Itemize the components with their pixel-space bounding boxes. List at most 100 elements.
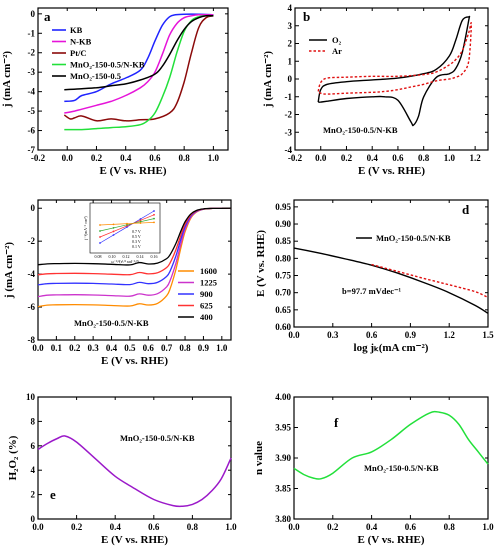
x-tick-label: 0.8 bbox=[187, 522, 199, 532]
panel-a: -0.2 0.0 0.2 0.4 0.6 0.8 1.0 -7 -6 -5 -4 -3 -2 -1 0 E (… bbox=[1, 7, 229, 177]
y-tick-label: 3.95 bbox=[275, 423, 291, 433]
y-axis-label: j (mA cm⁻²) bbox=[1, 51, 13, 108]
inset-x-tick-label: 0.10 bbox=[109, 254, 116, 259]
x-tick-label: -0.2 bbox=[31, 153, 46, 163]
inset-point bbox=[112, 223, 115, 226]
y-tick-label: -4 bbox=[28, 87, 36, 97]
y-tick-label: -3 bbox=[28, 67, 36, 77]
inset-point bbox=[139, 219, 142, 222]
x-tick-label: 0.0 bbox=[32, 522, 44, 532]
y-tick-label: 6 bbox=[31, 441, 36, 451]
x-tick-label: 0.8 bbox=[179, 153, 191, 163]
x-axis-label: log jₖ(mA cm⁻²) bbox=[354, 342, 429, 354]
series-line-2 bbox=[63, 15, 214, 122]
panel-c: 0.0 0.1 0.2 0.3 0.4 0.5 0.6 0.7 0.8 0.9 1.0 -8 -6 -4 -… bbox=[3, 199, 232, 367]
y-axis-label: n value bbox=[253, 441, 265, 475]
inset-chart: 0.7 V0.5 V0.3 V0.1 V 0.08 0.10 0.12 0.14 0.16… bbox=[83, 202, 161, 264]
y-tick-label: 2 bbox=[288, 39, 293, 49]
inset-x-tick-label: 0.14 bbox=[137, 254, 144, 259]
x-tick-label: 0.0 bbox=[288, 330, 300, 340]
inset-point bbox=[99, 236, 101, 238]
inset-x-tick-label: 0.08 bbox=[95, 254, 102, 259]
plot-frame bbox=[37, 199, 232, 341]
series-line-0 bbox=[293, 410, 489, 480]
inset-point bbox=[99, 242, 101, 244]
plot-frame bbox=[293, 396, 489, 520]
y-tick-label: 1 bbox=[288, 56, 293, 66]
legend-entry: 900 bbox=[200, 289, 213, 299]
inset-x-tick-label: 0.12 bbox=[123, 254, 130, 259]
y-tick-label: 0 bbox=[31, 514, 36, 524]
x-tick-label: 0.0 bbox=[315, 153, 327, 163]
panel-letter: b bbox=[303, 9, 310, 24]
legend-entry: 1225 bbox=[200, 278, 217, 288]
x-tick-label: 0.6 bbox=[143, 343, 155, 353]
x-tick-label: 1.0 bbox=[225, 522, 237, 532]
y-tick-label: 0.80 bbox=[275, 253, 291, 263]
x-tick-label: 0.6 bbox=[392, 153, 404, 163]
inset-point bbox=[139, 222, 142, 224]
x-tick-label: 0.3 bbox=[327, 330, 339, 340]
panel-letter: d bbox=[462, 202, 470, 217]
x-tick-label: 0.8 bbox=[418, 153, 430, 163]
y-axis-label: E (V vs. RHE) bbox=[255, 230, 267, 297]
y-tick-label: 0.95 bbox=[275, 202, 291, 212]
x-axis-label: E (V vs. RHE) bbox=[357, 534, 424, 546]
x-tick-label: 1.0 bbox=[444, 153, 456, 163]
plot-frame bbox=[37, 396, 232, 520]
x-tick-label: 0.2 bbox=[69, 343, 81, 353]
y-tick-label: -2 bbox=[28, 236, 36, 246]
y-tick-label: 3.80 bbox=[275, 514, 291, 524]
series-line-1 bbox=[64, 13, 214, 114]
y-tick-label: 4 bbox=[31, 465, 36, 475]
inset-x-tick-label: 0.16 bbox=[151, 254, 158, 259]
x-tick-label: 0.0 bbox=[288, 522, 300, 532]
x-tick-label: 0.1 bbox=[51, 343, 63, 353]
inset-legend-entry: 0.3 V bbox=[132, 239, 141, 244]
x-tick-label: 1.0 bbox=[482, 522, 494, 532]
y-tick-label: -5 bbox=[28, 106, 36, 116]
y-tick-label: 2 bbox=[31, 490, 36, 500]
x-tick-label: 0.9 bbox=[405, 330, 417, 340]
x-tick-label: 0.4 bbox=[110, 522, 122, 532]
panel-f: 0.0 0.2 0.4 0.6 0.8 1.0 3.80 3.85 3.90 3.95 4.00 E … bbox=[253, 392, 494, 546]
inset-point bbox=[153, 213, 155, 216]
y-tick-label: 0.70 bbox=[275, 288, 291, 298]
series-line-4 bbox=[37, 207, 232, 266]
inset-point bbox=[112, 230, 115, 233]
x-tick-label: 0.8 bbox=[179, 343, 191, 353]
legend-entry: O₂ bbox=[332, 35, 342, 45]
x-axis-label: E (V vs. RHE) bbox=[358, 165, 425, 177]
x-axis-label: E (V vs. RHE) bbox=[101, 534, 168, 546]
y-axis-label: H₂O₂ (%) bbox=[7, 435, 19, 480]
legend-entry: 625 bbox=[200, 301, 213, 311]
inset-x-axis-label: ω⁻¹/²(s¹/² rad⁻¹/²) bbox=[111, 259, 139, 264]
inset-point bbox=[99, 230, 101, 232]
x-axis-label: E (V vs. RHE) bbox=[99, 165, 166, 177]
y-tick-label: -6 bbox=[28, 302, 36, 312]
x-tick-label: 0.6 bbox=[366, 330, 378, 340]
legend-entry: KB bbox=[70, 25, 83, 35]
y-tick-label: -4 bbox=[285, 145, 293, 155]
series-line-1 bbox=[371, 263, 489, 299]
x-tick-label: 1.5 bbox=[482, 330, 494, 340]
series-line-3 bbox=[64, 14, 214, 131]
legend-entry: N-KB bbox=[70, 37, 92, 47]
inset-legend-entry: 0.5 V bbox=[132, 234, 141, 239]
sample-annotation: MnO₂-150-0.5/N-KB bbox=[323, 125, 398, 135]
legend-entry: Pt/C bbox=[70, 48, 87, 58]
y-tick-label: 0 bbox=[288, 74, 293, 84]
y-tick-label: -4 bbox=[28, 269, 36, 279]
x-tick-label: 0.3 bbox=[88, 343, 100, 353]
inset-legend-entry: 0.1 V bbox=[132, 244, 141, 249]
x-tick-label: 1.0 bbox=[216, 343, 228, 353]
y-tick-label: 0.60 bbox=[275, 322, 291, 332]
y-tick-label: -8 bbox=[28, 335, 36, 345]
inset-y-axis-label: j⁻¹(mA⁻¹ cm²) bbox=[83, 216, 88, 241]
x-tick-label: 0.2 bbox=[91, 153, 103, 163]
y-tick-label: -6 bbox=[28, 126, 36, 136]
inset-point bbox=[153, 221, 155, 224]
x-tick-label: 1.2 bbox=[470, 153, 482, 163]
y-tick-label: 0 bbox=[31, 203, 36, 213]
